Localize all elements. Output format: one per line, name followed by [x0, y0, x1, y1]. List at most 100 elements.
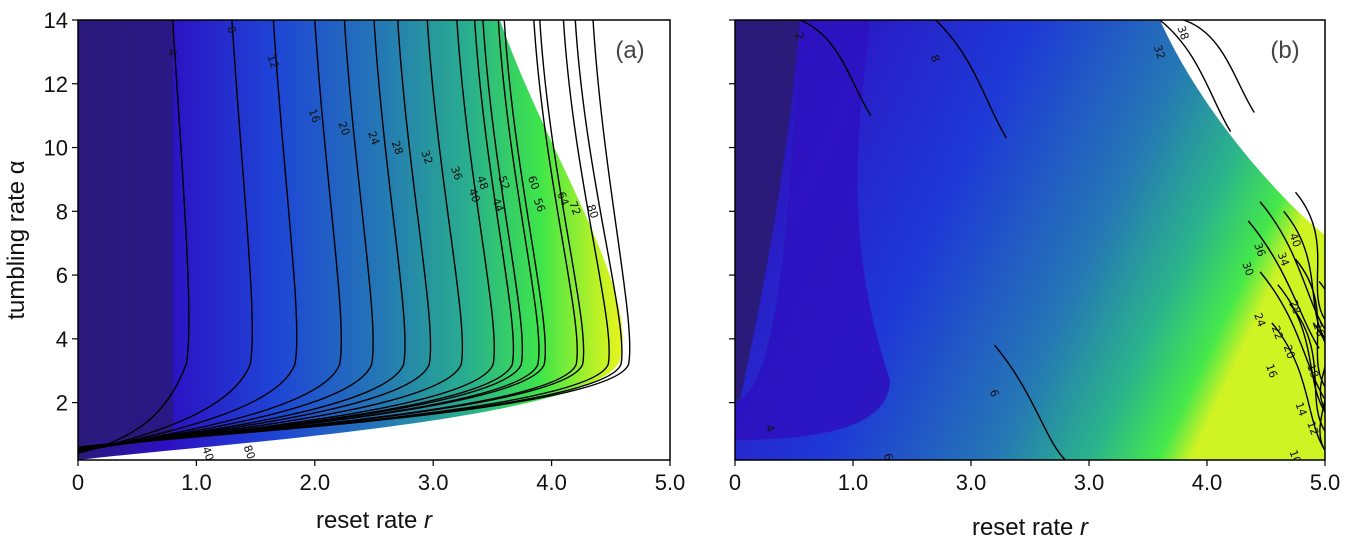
panel-a-y-tick-label: 8 [56, 199, 68, 224]
panel-a-x-tick-label: 4.0 [536, 470, 567, 495]
panel-a-contour-label: 72 [566, 199, 583, 217]
panel-b-contour-label: 14 [1292, 400, 1309, 418]
panel-b-contour-line [1294, 191, 1325, 321]
panel-a-y-tick-label: 2 [56, 391, 68, 416]
panel-b-contour-label: 6 [881, 451, 896, 462]
panel-b-contour-line [1259, 201, 1325, 330]
panel-b-ticks: 0 1.0 3.0 3.0 4.0 5.0 [729, 19, 1341, 495]
panel-b-contour-lines [799, 20, 1325, 460]
panel-a-x-tick-label: 0 [72, 470, 84, 495]
panel-a-contour-label: 56 [531, 196, 548, 214]
panel-b-dark-region [735, 20, 800, 402]
panel-a-contour-label: 40 [466, 187, 483, 205]
panel-b-contour-label: 38 [1174, 24, 1191, 42]
panel-a-contour-label: 80 [584, 203, 601, 221]
panel-b-contour-line [1183, 20, 1255, 113]
panel-a-contour-line [78, 20, 432, 453]
panel-a-contour-label: 16 [306, 107, 323, 125]
panel-b-contour-line [1283, 210, 1325, 340]
panel-a-contour-label: 40 [199, 445, 216, 463]
panel-a-label: (a) [615, 37, 644, 64]
panel-b-x-tick-label: 5.0 [1310, 470, 1341, 495]
panel-b-contour-line [1277, 284, 1325, 413]
panel-b-contour-line [935, 20, 1007, 139]
panel-b-contour-label: 2 [792, 31, 807, 42]
panel-b-contour-line [994, 344, 1066, 460]
panel-a-contour-label: 48 [474, 174, 491, 192]
panel-b-x-tick-label: 3.0 [1074, 470, 1105, 495]
panel-b-contour-line [1318, 281, 1325, 410]
panel-b-contour-label: 22 [1269, 324, 1286, 342]
panel-b-label: (b) [1270, 37, 1299, 64]
panel-b-contour-line [1312, 322, 1325, 451]
panel-a-contour-label: 32 [418, 148, 435, 166]
panel-b-contour-label: 6 [987, 388, 1002, 399]
panel-a-contour-label: 20 [335, 120, 352, 138]
panel-b-contour-label: 26 [1310, 321, 1327, 339]
panel-a-contour-label: 28 [389, 139, 406, 157]
panel-a-contour-label: 4 [165, 47, 180, 58]
panel-b-xlabel: reset rate r [972, 514, 1089, 541]
panel-b-contour-label: 30 [1239, 260, 1256, 278]
panel-b-contour-label: 20 [1281, 343, 1298, 361]
panel-b-contour-label: 24 [1251, 311, 1268, 329]
panel-b-contour-label: 16 [1263, 362, 1280, 380]
panel-a-x-tick-label: 3.0 [418, 470, 449, 495]
panel-a-contour-line [78, 20, 298, 454]
panel-a-y-tick-label: 4 [56, 327, 68, 352]
panel-b-contour-label: 10 [1287, 448, 1304, 466]
panel-a-contour-line [78, 20, 253, 454]
panel-a-contour-label: 24 [365, 129, 382, 147]
panel-b-filled-region [735, 20, 1325, 460]
panel-b-x-tick-label: 4.0 [1192, 470, 1223, 495]
panel-a-xlabel: reset rate r [316, 507, 433, 534]
panel-b-contour-line [799, 20, 872, 117]
panel-a-x-tick-label: 2.0 [300, 470, 331, 495]
panel-b-contour-line [1271, 322, 1325, 451]
panel-b-x-tick-label: 1.0 [838, 470, 869, 495]
panel-a-x-tick-label: 5.0 [655, 470, 686, 495]
panel-a-ylabel: tumbling rate α [3, 160, 30, 319]
panel-a-y-tick-label: 14 [44, 8, 68, 33]
panel-b-contour-label: 32 [1151, 43, 1168, 61]
panel-a-contour-label: 52 [495, 174, 512, 192]
panel-a-contour-line [78, 20, 464, 452]
panel-a-contour-label: 64 [554, 190, 571, 208]
panel-a-contour-label: 8 [224, 24, 239, 35]
panel-b-contour-line [1289, 303, 1325, 432]
panel-b-x-tick-label: 3.0 [956, 470, 987, 495]
panel-b-frame [734, 19, 1326, 461]
panel-a-contour-lines [78, 20, 631, 454]
panel-b-contour-line [1259, 271, 1325, 400]
panel-a-contour-label: 12 [264, 53, 281, 71]
panel-a-dark-band [78, 20, 173, 440]
panel-a-contour-label: 60 [525, 174, 542, 192]
panel-b-x-tick-label: 0 [729, 470, 741, 495]
panel-b-deep-blue-region [735, 20, 890, 440]
panel-b-contour-label: 40 [1287, 231, 1304, 249]
panel-b-contour-label: 12 [1304, 419, 1321, 437]
panel-a-contour-line [78, 20, 631, 448]
panel-b-contour-label: 18 [1304, 362, 1321, 380]
panel-b-contour-line [1247, 220, 1320, 349]
panel-b-contour-label: 28 [1287, 298, 1304, 316]
panel-a-contour-label: 80 [241, 443, 258, 461]
panel-a-x-tick-label: 1.0 [181, 470, 212, 495]
panel-b-contour-label: 4 [763, 423, 778, 434]
panel-b-contour-label: 8 [928, 53, 943, 64]
panel-a-frame [77, 19, 671, 461]
panel-b-contour-line [1294, 258, 1325, 388]
panel-a-contour-label: 36 [448, 164, 465, 182]
panel-a-contour-line [78, 20, 374, 453]
panel-a-y-tick-label: 6 [56, 263, 68, 288]
panel-a-filled-region [78, 20, 623, 460]
panel-b-contour-label: 36 [1251, 241, 1268, 259]
